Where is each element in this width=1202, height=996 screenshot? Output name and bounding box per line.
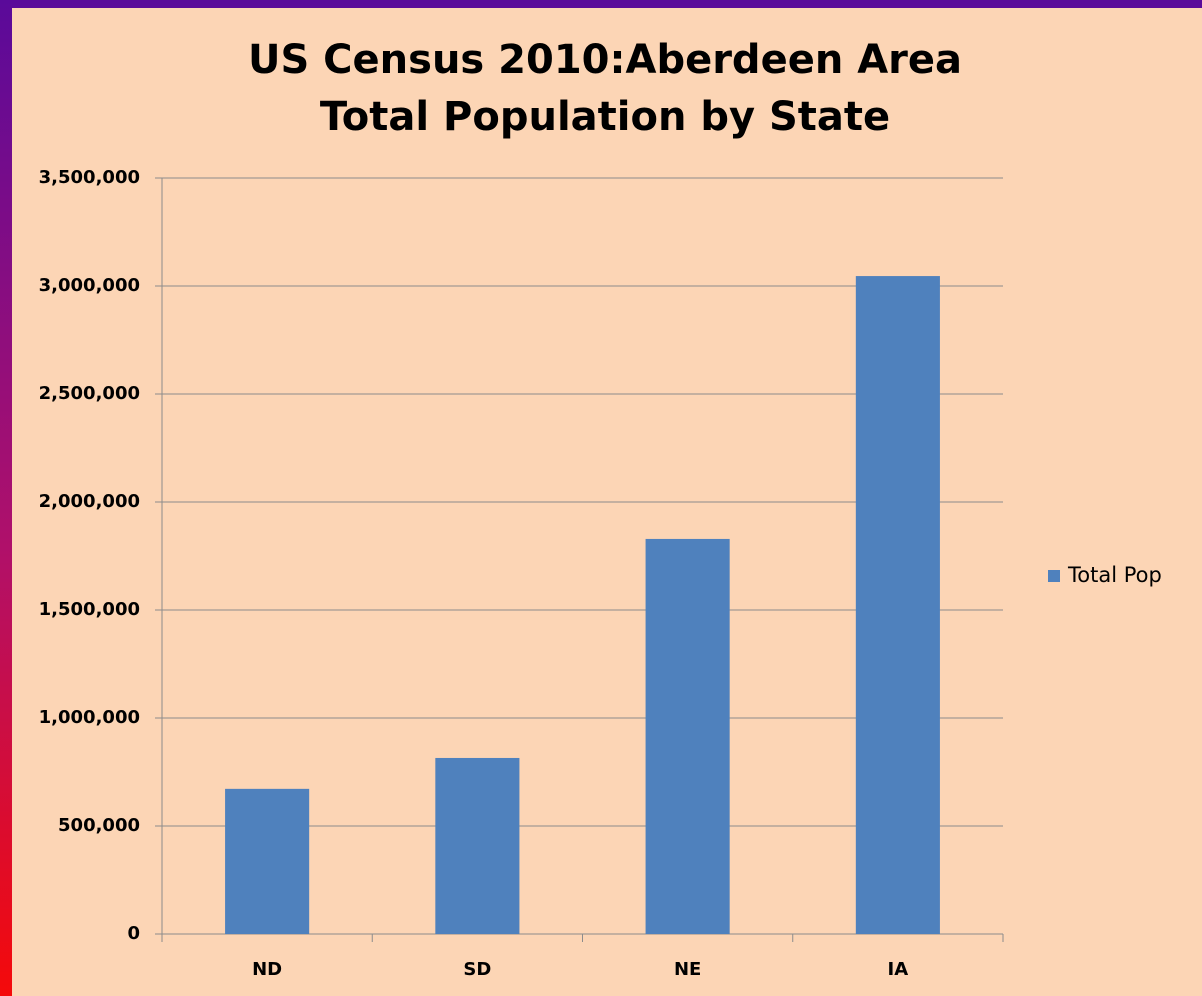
x-tick-label: SD xyxy=(463,959,491,980)
bar xyxy=(645,538,730,934)
y-tick-label: 1,500,000 xyxy=(39,599,140,620)
bar xyxy=(435,757,520,934)
y-tick-label: 3,000,000 xyxy=(39,275,140,296)
y-tick-label: 2,500,000 xyxy=(39,383,140,404)
y-tick-label: 0 xyxy=(127,923,140,944)
y-tick-label: 2,000,000 xyxy=(39,491,140,512)
x-tick-label: NE xyxy=(674,959,701,980)
x-tick-label: IA xyxy=(888,959,909,980)
bar xyxy=(225,788,310,934)
legend-label: Total Pop xyxy=(1067,563,1162,587)
y-tick-label: 1,000,000 xyxy=(39,707,140,728)
y-tick-label: 500,000 xyxy=(58,815,140,836)
x-tick-label: ND xyxy=(252,959,282,980)
y-tick-label: 3,500,000 xyxy=(39,167,140,188)
legend-swatch xyxy=(1048,570,1060,582)
chart-title: US Census 2010:Aberdeen Area Total Popul… xyxy=(247,37,963,140)
bar xyxy=(855,276,940,935)
